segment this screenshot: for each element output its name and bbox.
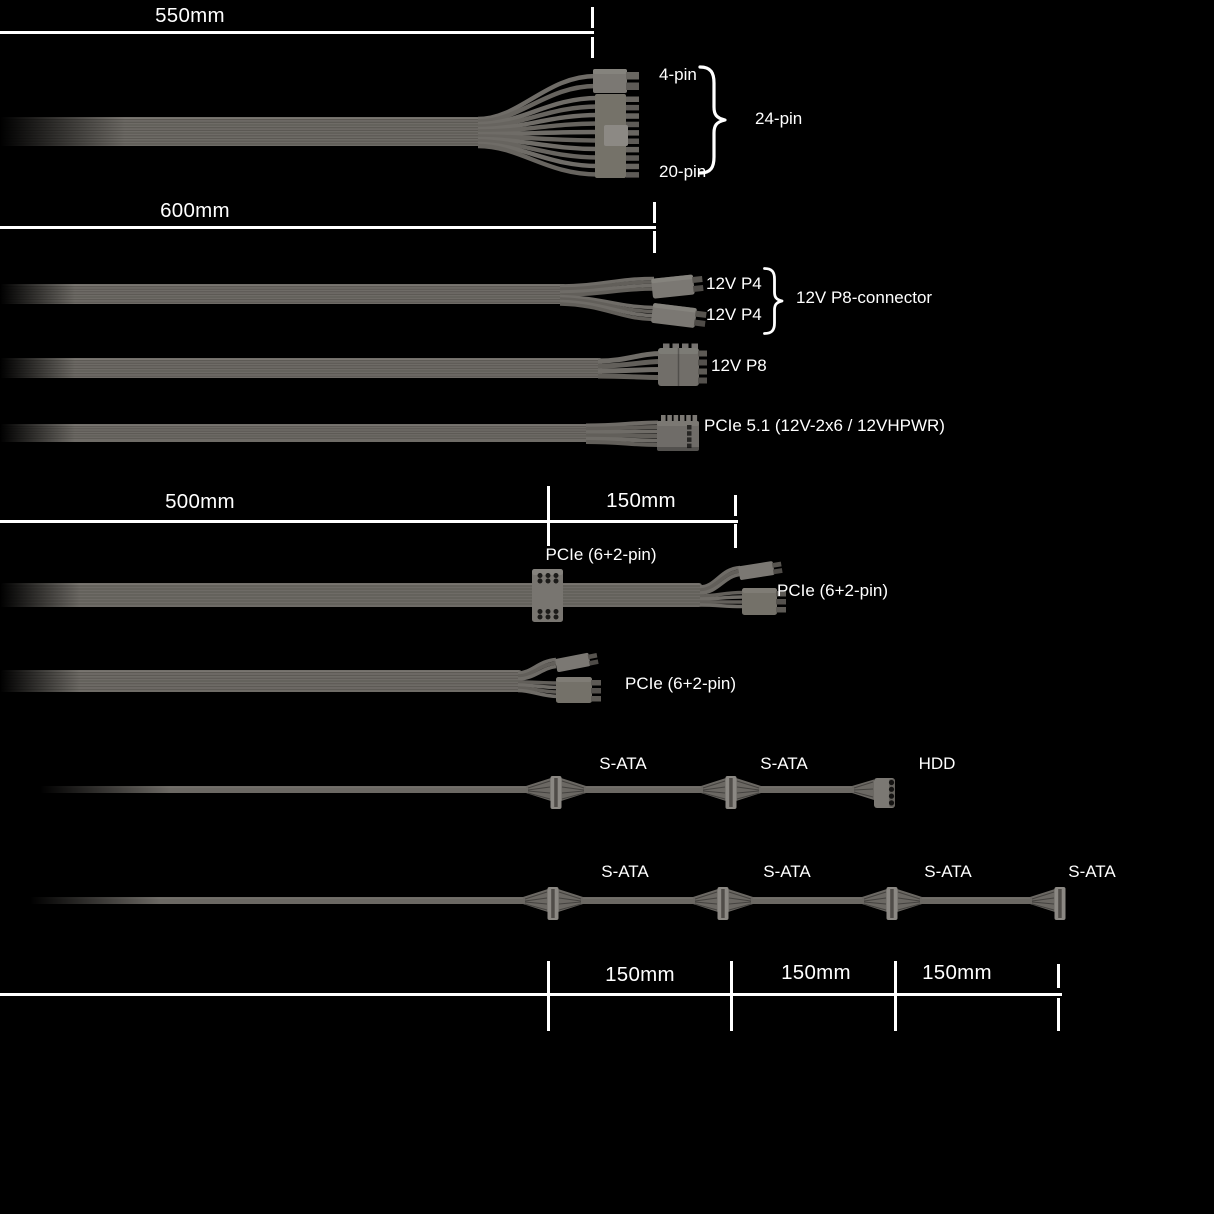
ruler-tick-150mm-bottom [734, 524, 737, 548]
ruler-tick-500mm-mid [547, 486, 550, 546]
ruler-line-500mm [0, 520, 738, 523]
cable-eps-split [0, 274, 707, 328]
ruler-tick-600mm-bottom [653, 231, 656, 253]
ruler-tick-sata-end-top [1057, 964, 1060, 988]
connector-sata-q2 [717, 887, 729, 920]
connector-pcie-single-6pin [556, 677, 601, 703]
measurement-label-600mm: 600mm [160, 199, 230, 222]
ruler-tick-150mm-top [734, 495, 737, 516]
label-pcie-gen5: PCIe 5.1 (12V-2x6 / 12VHPWR) [704, 416, 945, 435]
ruler-tick-550mm-top [591, 7, 594, 28]
connector-pcie-end-2pin [738, 561, 783, 580]
ruler-tick-sata-2 [730, 961, 733, 1031]
ruler-tick-sata-1 [547, 961, 550, 1031]
connector-pcie-mid [532, 569, 563, 622]
ruler-tick-sata-3 [894, 961, 897, 1031]
label-pcie-single: PCIe (6+2-pin) [625, 674, 737, 693]
label-sata-q3: S-ATA [924, 862, 972, 881]
measurement-label-550mm: 550mm [155, 4, 225, 27]
measurement-label-150mm-1: 150mm [605, 963, 675, 986]
connector-hdd [874, 778, 895, 808]
label-12v-p8: 12V P8 [711, 356, 767, 375]
label-12v-p4-upper: 12V P4 [706, 274, 762, 293]
connector-12v-p4-lower [651, 303, 707, 328]
ruler-tick-sata-end-bottom [1057, 998, 1060, 1031]
connector-pcie-12vhpwr [657, 415, 699, 451]
label-hdd: HDD [918, 754, 956, 773]
label-sata-q2: S-ATA [763, 862, 811, 881]
label-pcie-mid: PCIe (6+2-pin) [545, 545, 657, 564]
ruler-line-sata [0, 993, 1062, 996]
connector-sata-q3 [886, 887, 898, 920]
measurement-label-150mm-top: 150mm [606, 489, 676, 512]
brace-12v-p8 [763, 267, 784, 335]
label-sata-2: S-ATA [760, 754, 808, 773]
cable-eps-p8 [0, 343, 707, 386]
label-sata-1: S-ATA [599, 754, 647, 773]
measurement-label-150mm-2: 150mm [781, 961, 851, 984]
connector-pcie-single-2pin [555, 652, 599, 672]
connector-sata-1 [550, 776, 562, 809]
ruler-tick-550mm-bottom [591, 37, 594, 58]
connector-12v-p8 [658, 343, 707, 386]
brace-24pin [698, 65, 727, 175]
label-12v-p4-lower: 12V P4 [706, 305, 762, 324]
connector-sata-q1 [547, 887, 559, 920]
connector-12v-p4-upper [651, 274, 704, 299]
label-24pin: 24-pin [755, 109, 803, 128]
ruler-line-600mm [0, 226, 656, 229]
connector-sata-q4 [1054, 887, 1066, 920]
cable-pcie-single [0, 652, 601, 703]
cable-pcie-gen5 [0, 415, 699, 451]
connector-pcie-end-6pin [742, 588, 786, 615]
cable-sata-quad [30, 887, 1066, 920]
ruler-line-550mm [0, 31, 594, 34]
label-sata-q4: S-ATA [1068, 862, 1116, 881]
cable-sata-hdd [40, 776, 895, 809]
label-sata-q1: S-ATA [601, 862, 649, 881]
cable-atx-24pin [0, 69, 639, 178]
connector-4pin [593, 69, 639, 93]
measurement-label-500mm: 500mm [165, 490, 235, 513]
connector-20pin [595, 94, 639, 178]
connector-sata-2 [725, 776, 737, 809]
label-pcie-end: PCIe (6+2-pin) [777, 581, 889, 600]
label-20pin: 20-pin [659, 162, 707, 181]
measurement-label-150mm-3: 150mm [922, 961, 992, 984]
label-4pin: 4-pin [659, 65, 697, 84]
cable-pcie-daisy [0, 561, 786, 622]
ruler-tick-600mm-top [653, 202, 656, 223]
label-12v-p8-connector: 12V P8-connector [796, 288, 933, 307]
